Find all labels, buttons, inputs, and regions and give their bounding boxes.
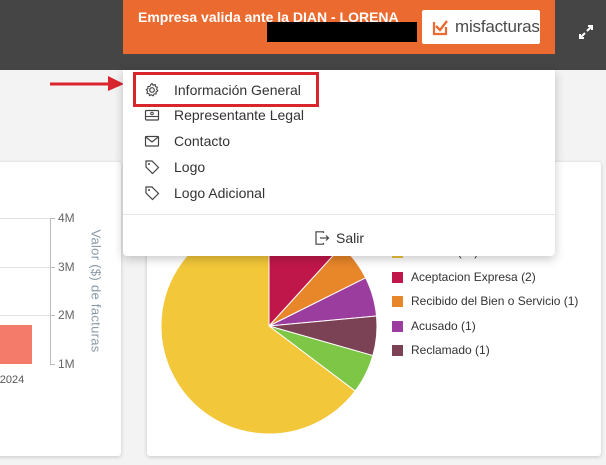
- y-axis-title: Valor ($) de facturas: [88, 218, 104, 364]
- user-dropdown-menu: Información General Representante Legal …: [123, 70, 555, 256]
- highlight-box: [133, 72, 319, 107]
- fullscreen-icon[interactable]: [576, 22, 596, 42]
- top-bar: Empresa valida ante la DIAN - LORENA mis…: [0, 0, 606, 70]
- logout-label: Salir: [335, 230, 364, 246]
- x-tick-label: e-2024: [0, 374, 25, 386]
- menu-item-label: Logo: [174, 159, 206, 175]
- menu-item-logo[interactable]: Logo: [123, 154, 555, 180]
- brand-logo: misfacturas: [422, 10, 540, 44]
- y-tick-label: 2M: [58, 308, 75, 322]
- y-tick: [50, 364, 55, 365]
- menu-item-contacto[interactable]: Contacto: [123, 128, 555, 154]
- tag-icon: [145, 160, 160, 175]
- legend-label: Aceptacion Expresa (2): [411, 269, 536, 284]
- y-tick: [50, 267, 55, 268]
- legend-swatch: [392, 320, 403, 332]
- envelope-icon: [144, 135, 160, 147]
- brand-logo-text: misfacturas: [455, 17, 540, 36]
- menu-item-label: Contacto: [174, 133, 231, 149]
- y-tick: [50, 315, 55, 316]
- y-tick-label: 3M: [58, 260, 75, 274]
- redacted-block: [267, 22, 417, 42]
- legend-label: Recibido del Bien o Servicio (1): [411, 294, 579, 308]
- menu-item-label: Logo Adicional: [174, 185, 266, 201]
- y-tick-label: 4M: [58, 211, 75, 225]
- invoice-value-chart-card: 4M 3M 2M 1M e-2024 Valor ($) de facturas: [0, 162, 121, 456]
- gridline: [0, 315, 50, 316]
- check-box-icon: [432, 20, 448, 36]
- y-tick: [50, 218, 55, 219]
- annotation-arrow-icon: [50, 76, 124, 91]
- menu-item-label: Representante Legal: [174, 107, 304, 123]
- y-tick-label: 1M: [58, 357, 75, 371]
- menu-item-label: Información General: [174, 82, 301, 98]
- menu-item-representante-legal[interactable]: Representante Legal: [123, 102, 555, 128]
- gridline: [0, 218, 50, 219]
- legend-swatch: [392, 271, 403, 283]
- company-name: Empresa valida ante la DIAN - LORENA: [138, 9, 399, 25]
- legend-swatch: [392, 345, 403, 356]
- legend-swatch: [392, 296, 403, 307]
- menu-divider: [123, 214, 555, 215]
- y-axis-line: [50, 218, 51, 364]
- menu-item-informacion-general[interactable]: Información General: [123, 77, 555, 103]
- logout-button[interactable]: Salir: [123, 225, 555, 251]
- menu-item-logo-adicional[interactable]: Logo Adicional: [123, 180, 555, 206]
- tag-icon: [145, 186, 160, 201]
- gridline: [0, 267, 50, 268]
- legend-label: Reclamado (1): [411, 343, 490, 357]
- company-menu-toggle[interactable]: Empresa valida ante la DIAN - LORENA mis…: [123, 0, 555, 54]
- legend-label: Acusado (1): [411, 318, 476, 333]
- id-card-icon: [144, 109, 160, 121]
- y-axis-title-text: Valor ($) de facturas: [88, 229, 104, 353]
- gear-icon: [145, 82, 159, 97]
- bar-e-2024[interactable]: [0, 325, 32, 364]
- sign-out-icon: [315, 231, 330, 245]
